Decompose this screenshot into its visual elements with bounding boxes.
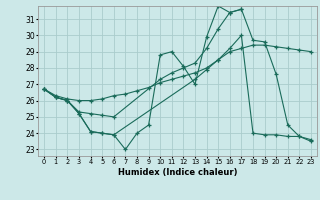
X-axis label: Humidex (Indice chaleur): Humidex (Indice chaleur) [118,168,237,177]
